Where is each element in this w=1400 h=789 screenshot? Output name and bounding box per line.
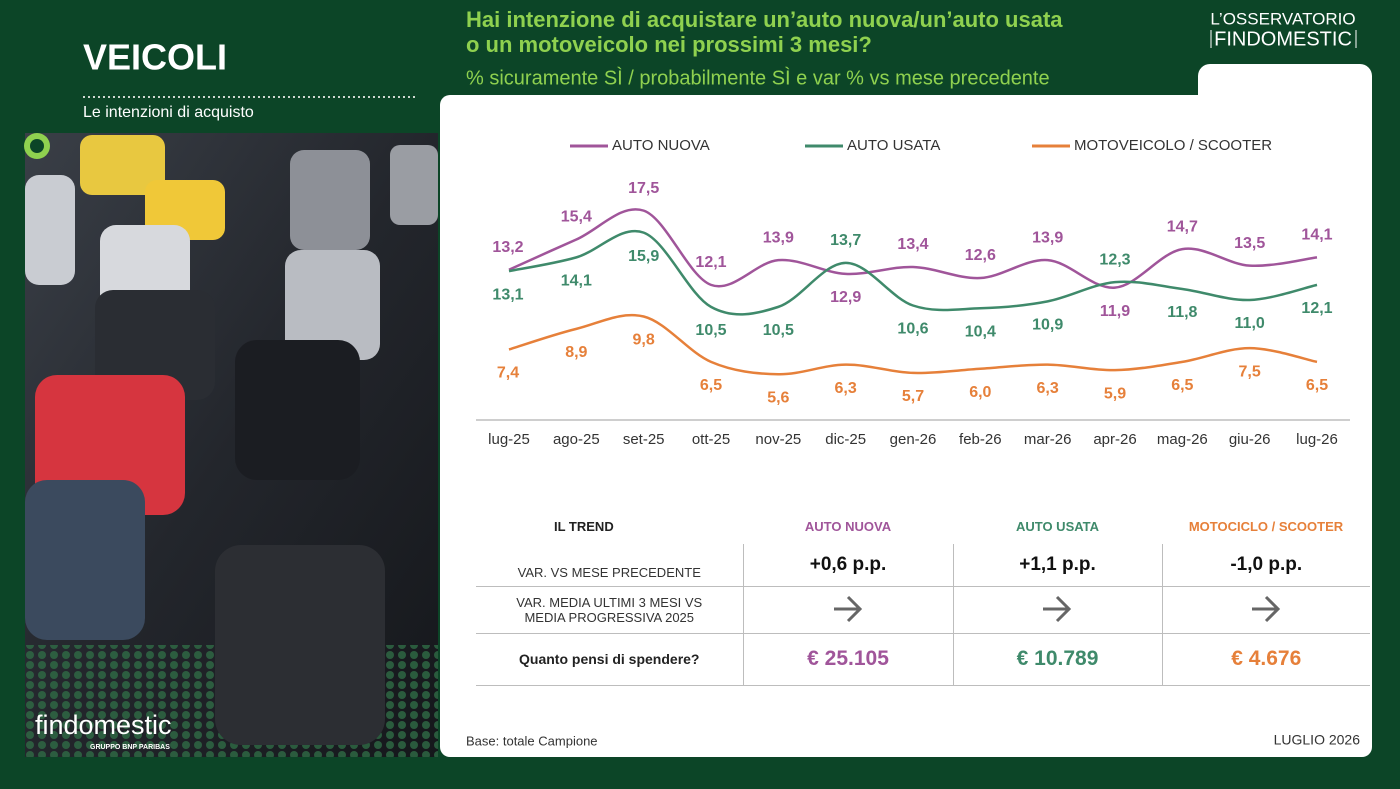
trend-header-cell: IL TREND: [554, 518, 614, 534]
data-label: 5,9: [1104, 385, 1126, 402]
x-tick-label: ago-25: [553, 431, 600, 448]
trend-header-cell: AUTO NUOVA: [804, 518, 892, 534]
x-tick-label: lug-25: [488, 431, 530, 448]
x-tick-label: nov-25: [755, 431, 801, 448]
data-label: 6,3: [835, 380, 857, 397]
data-label: 13,5: [1234, 235, 1265, 252]
data-label: 13,7: [830, 232, 861, 249]
trend-row: VAR. VS MESE PRECEDENTE +0,6 p.p. +1,1 p…: [476, 544, 1370, 587]
brand-line: FINDOMESTIC: [1214, 28, 1352, 50]
data-label: 10,5: [695, 322, 726, 339]
trend-header-cell: MOTOCICLO / SCOOTER: [1188, 518, 1344, 534]
data-label: 7,5: [1239, 363, 1261, 380]
row-label: VAR. MEDIA ULTIMI 3 MESI VS MEDIA PROGRE…: [516, 594, 703, 625]
data-label: 11,8: [1167, 304, 1197, 321]
data-label: 15,4: [561, 209, 592, 226]
data-label: 13,9: [763, 229, 794, 246]
x-tick-label: gen-26: [890, 431, 937, 448]
legend-label: MOTOVEICOLO / SCOOTER: [1074, 137, 1272, 154]
x-tick-label: giu-26: [1229, 431, 1271, 448]
data-label: 5,6: [767, 389, 789, 406]
data-label: 11,9: [1100, 303, 1130, 320]
question-line: Hai intenzione di acquistare un’auto nuo…: [466, 7, 1063, 32]
x-tick-label: feb-26: [959, 431, 1002, 448]
x-tick-label: ott-25: [692, 431, 730, 448]
data-label: 12,9: [830, 289, 861, 306]
trend-table: IL TREND AUTO NUOVA AUTO USATA MOTOCICLO…: [476, 508, 1370, 686]
panel-tab: [1198, 64, 1372, 144]
section-subtitle: Le intenzioni di acquisto: [83, 104, 254, 121]
series-line: [508, 208, 1318, 289]
data-label: 14,1: [1301, 227, 1332, 244]
cell: € 25.105: [742, 633, 953, 686]
data-label: 9,8: [633, 332, 655, 349]
question-line: o un motoveicolo nei prossimi 3 mesi?: [466, 32, 872, 57]
x-tick-label: dic-25: [825, 431, 866, 448]
data-label: 13,1: [492, 286, 523, 303]
data-label: 13,2: [492, 239, 523, 256]
data-label: 6,5: [700, 377, 722, 394]
trend-row: VAR. MEDIA ULTIMI 3 MESI VS MEDIA PROGRE…: [476, 586, 1370, 634]
cell: +0,6 p.p.: [742, 544, 953, 587]
row-label: VAR. VS MESE PRECEDENTE: [517, 564, 701, 580]
cell: € 10.789: [952, 633, 1162, 686]
date: LUGLIO 2026: [1274, 732, 1361, 748]
data-label: 13,4: [897, 236, 928, 253]
data-label: 10,4: [965, 323, 996, 340]
data-label: 12,1: [1301, 300, 1332, 317]
metric: % sicuramente SÌ / probabilmente SÌ e va…: [466, 66, 1050, 89]
data-label: 12,1: [695, 254, 726, 271]
row-label: Quanto pensi di spendere?: [476, 633, 743, 686]
x-tick-label: set-25: [623, 431, 665, 448]
data-label: 6,5: [1306, 377, 1328, 394]
x-tick-label: lug-26: [1296, 431, 1338, 448]
legend-label: AUTO USATA: [847, 137, 940, 154]
series-line: [508, 313, 1318, 376]
photo: [25, 133, 438, 757]
cell: -1,0 p.p.: [1161, 544, 1370, 587]
data-label: 6,0: [969, 384, 991, 401]
data-label: 12,3: [1099, 251, 1130, 268]
x-tick-label: apr-26: [1093, 431, 1136, 448]
logo: findomestic: [35, 710, 172, 740]
base-note: Base: totale Campione: [466, 733, 598, 748]
series-line: [508, 229, 1318, 316]
icon: [30, 139, 44, 153]
cell: +1,1 p.p.: [952, 544, 1162, 587]
data-label: 10,9: [1032, 317, 1063, 334]
section-title: VEICOLI: [83, 37, 227, 78]
data-label: 13,9: [1032, 229, 1063, 246]
data-label: 11,0: [1235, 315, 1265, 332]
data-label: 7,4: [497, 365, 519, 382]
data-label: 8,9: [565, 344, 587, 361]
data-label: 15,9: [628, 248, 659, 265]
data-label: 6,5: [1171, 377, 1193, 394]
x-tick-label: mar-26: [1024, 431, 1072, 448]
data-label: 12,6: [965, 247, 996, 264]
x-tick-label: mag-26: [1157, 431, 1208, 448]
brand-line: L’OSSERVATORIO: [1210, 9, 1355, 28]
data-label: 10,5: [763, 322, 794, 339]
logo-group: GRUPPO BNP PARIBAS: [90, 744, 170, 751]
data-label: 6,3: [1037, 380, 1059, 397]
data-label: 10,6: [897, 321, 928, 338]
data-label: 5,7: [902, 388, 924, 405]
trend-row: Quanto pensi di spendere? € 25.105 € 10.…: [476, 633, 1370, 686]
data-label: 14,1: [561, 273, 592, 290]
data-label: 14,7: [1167, 218, 1198, 235]
trend-header: IL TREND AUTO NUOVA AUTO USATA MOTOCICLO…: [476, 508, 1370, 544]
cell: € 4.676: [1161, 633, 1370, 686]
legend-label: AUTO NUOVA: [612, 137, 710, 154]
data-label: 17,5: [628, 180, 659, 197]
trend-header-cell: AUTO USATA: [1015, 518, 1100, 534]
